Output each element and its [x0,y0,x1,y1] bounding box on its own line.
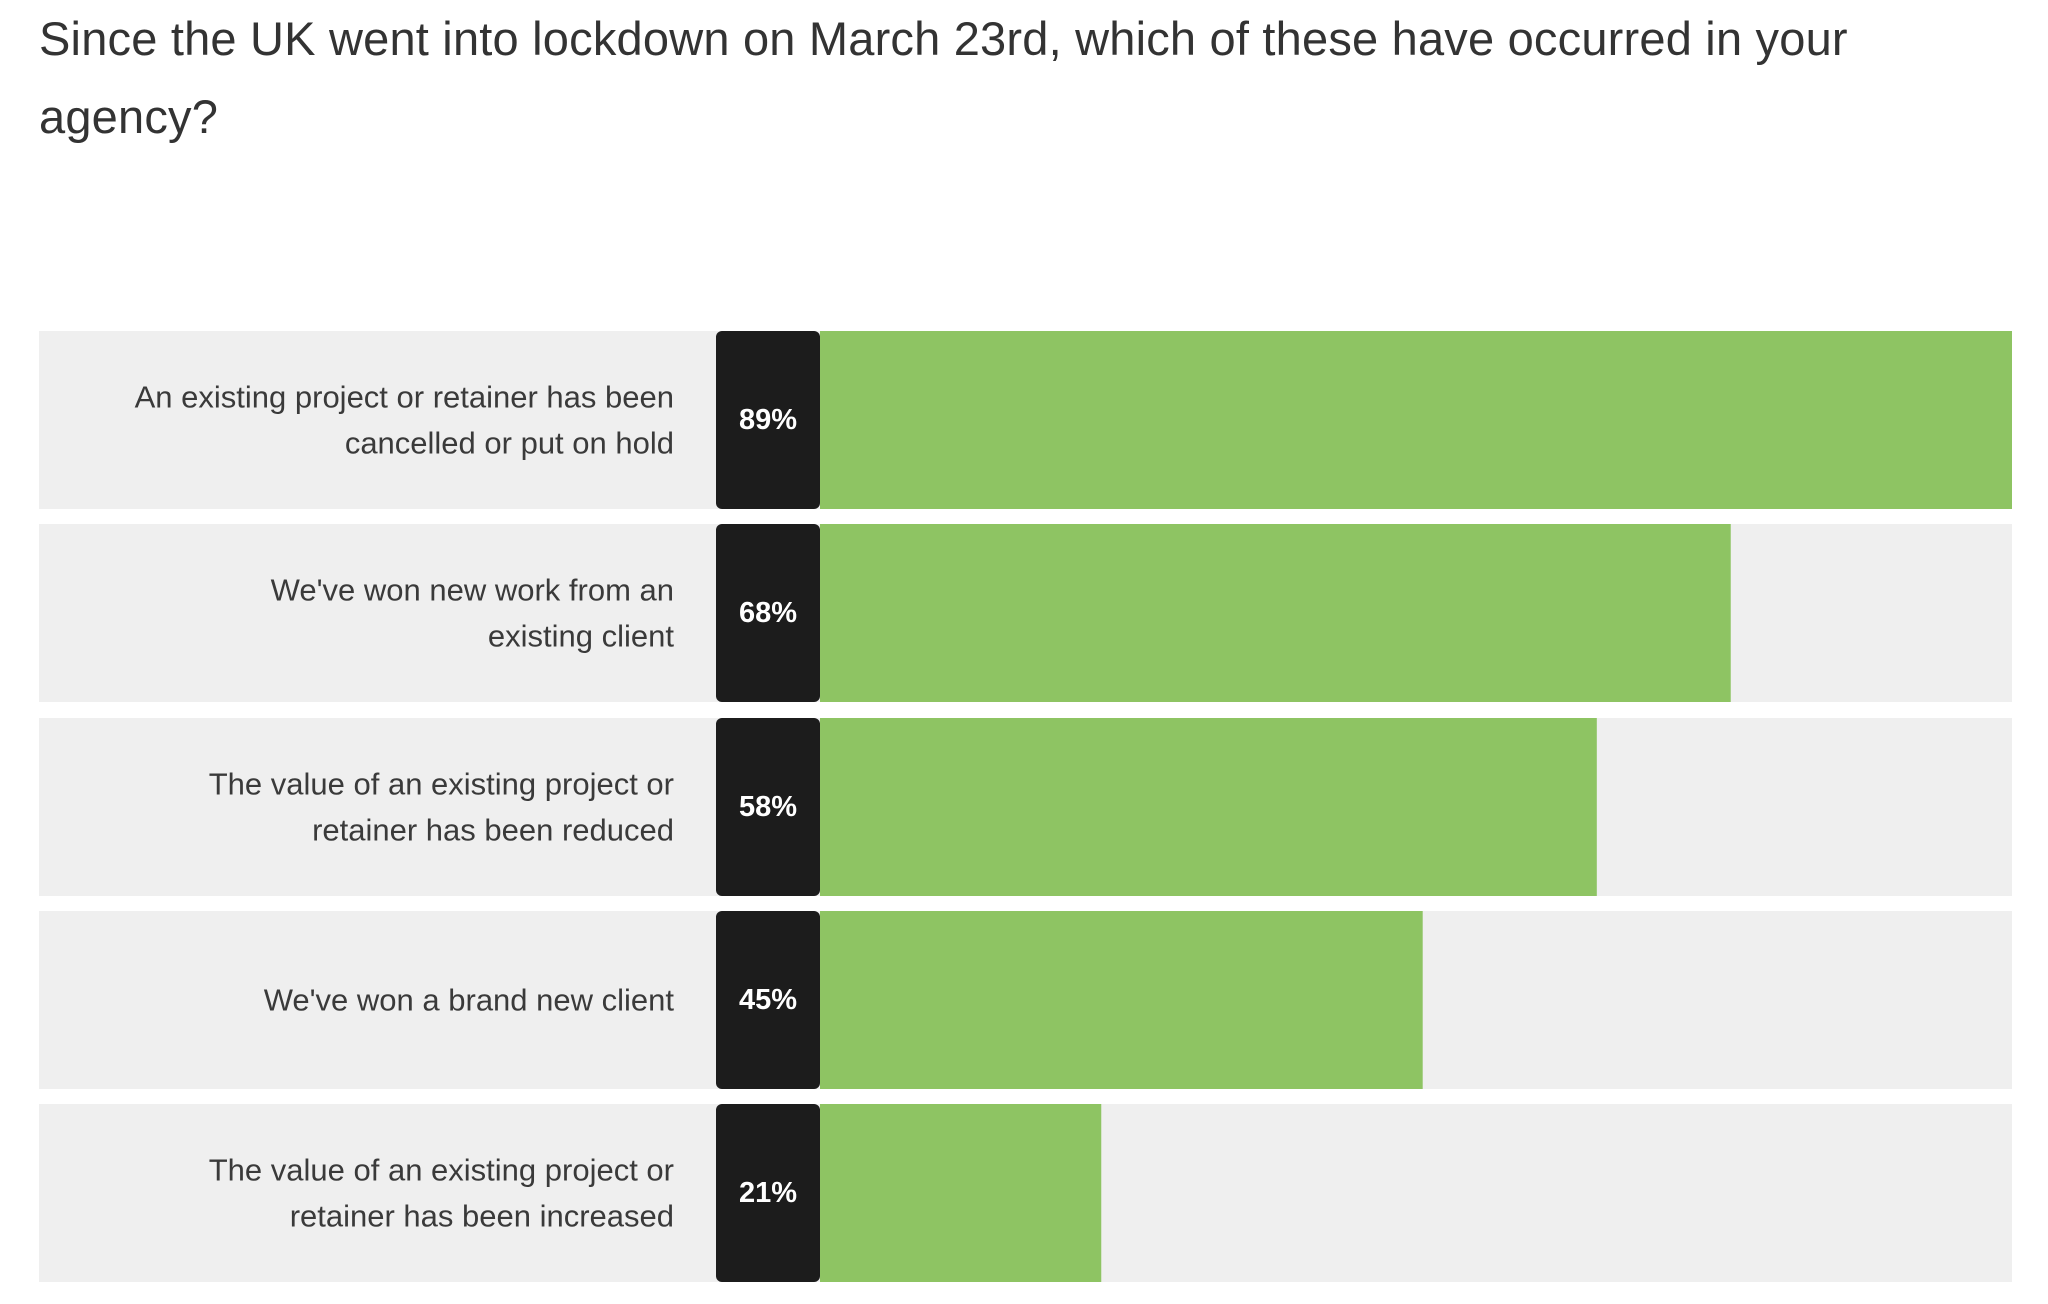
category-label-2-line-2: existing client [488,619,674,654]
bar-3 [820,718,1597,896]
category-label-1-line-2: cancelled or put on hold [345,426,674,461]
value-box-3 [716,718,820,896]
bar-1 [820,331,2012,509]
value-label-2: 68% [739,597,797,629]
value-box-1 [716,331,820,509]
category-label-5-line-1: The value of an existing project or [209,1153,674,1188]
value-label-5: 21% [739,1177,797,1209]
value-box-4 [716,911,820,1089]
category-label-3-line-2: retainer has been reduced [312,813,674,848]
value-label-4: 45% [739,984,797,1016]
category-label-3-line-1: The value of an existing project or [209,767,674,802]
chart-title: Since the UK went into lockdown on March… [39,12,1848,143]
category-label-4-line-1: We've won a brand new client [264,983,675,1018]
value-label-1: 89% [739,404,797,436]
bar-5 [820,1104,1102,1282]
bar-4 [820,911,1423,1089]
bar-2 [820,524,1731,702]
value-box-5 [716,1104,820,1282]
value-box-2 [716,524,820,702]
category-label-1-line-1: An existing project or retainer has been [135,380,674,415]
category-label-5-line-2: retainer has been increased [290,1199,674,1234]
value-label-3: 58% [739,791,797,823]
category-label-2-line-1: We've won new work from an [271,573,674,608]
